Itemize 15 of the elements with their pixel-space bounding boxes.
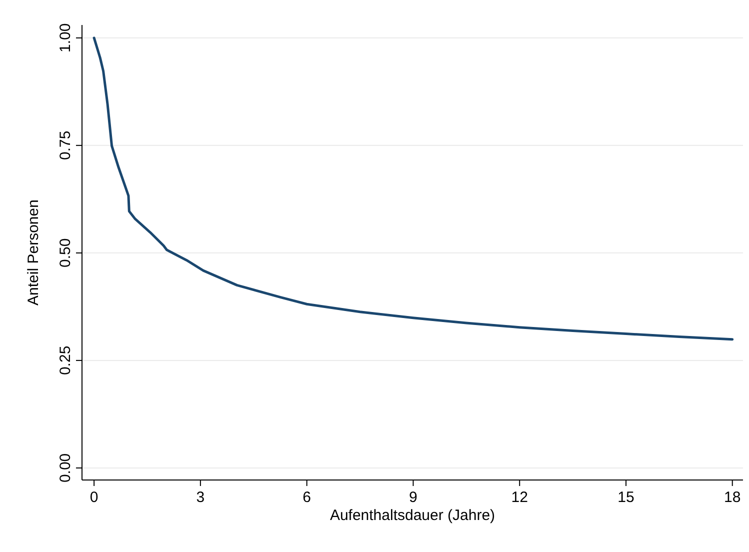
x-tick-label: 15 xyxy=(618,489,634,506)
y-tick-label: 1.00 xyxy=(57,23,74,53)
y-tick-label: 0.25 xyxy=(57,346,74,376)
x-tick-label: 18 xyxy=(724,489,741,506)
x-axis-title: Aufenthaltsdauer (Jahre) xyxy=(330,507,496,524)
y-tick-label: 0.50 xyxy=(57,238,74,268)
x-tick-label: 9 xyxy=(409,489,418,506)
y-tick-label: 0.00 xyxy=(57,453,74,483)
x-tick-label: 6 xyxy=(302,489,311,506)
y-axis-title: Anteil Personen xyxy=(25,200,42,306)
line-series xyxy=(92,36,734,341)
y-tick-label: 0.75 xyxy=(57,130,74,160)
x-tick-label: 0 xyxy=(90,489,98,506)
x-tick-label: 3 xyxy=(196,489,205,506)
x-tick-label: 12 xyxy=(511,489,528,506)
